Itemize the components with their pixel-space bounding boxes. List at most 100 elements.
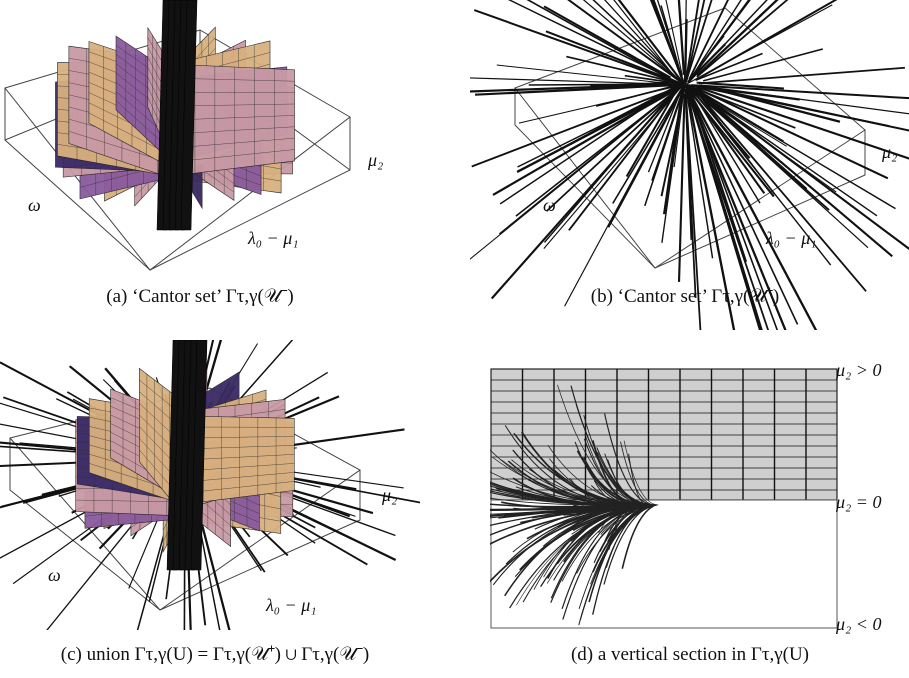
central-blade-a-4	[180, 0, 198, 231]
segment-b-90	[566, 55, 681, 85]
panel-c-figure	[0, 340, 420, 630]
segment-b-92	[686, 86, 766, 194]
caption-d: (d) a vertical section in Γτ,γ(U)	[570, 644, 810, 665]
segment-b-68	[624, 74, 684, 85]
arc-segment-d-129	[504, 425, 630, 506]
segment-b-89	[698, 66, 905, 85]
segment-b-110	[690, 95, 748, 263]
segment-b-103	[688, 85, 803, 181]
segment-b-95	[650, 0, 685, 84]
segment-b-78	[683, 19, 688, 85]
segment-b-109	[660, 84, 686, 197]
segment-b-97	[700, 85, 909, 115]
segment-b-91	[543, 93, 673, 243]
segment-b-116	[499, 89, 671, 205]
segment-b-96	[603, 0, 676, 78]
arc-segment-d-81	[623, 440, 659, 506]
panel-c: μ₂ ω λ₀ − μ₁	[0, 340, 420, 630]
segment-b-117	[517, 85, 682, 168]
segment-b-101	[644, 85, 686, 207]
lambda-label-b: λ₀ − μ₁	[766, 228, 817, 248]
segment-b-24	[473, 9, 679, 85]
segment-b-66	[686, 93, 736, 330]
segment-b-81	[677, 93, 686, 282]
arc-segment-d-123	[557, 384, 653, 506]
segment-b-104	[475, 83, 682, 96]
segment-b-98	[665, 0, 683, 76]
arc-segment-d-118	[592, 504, 656, 573]
segment-b-14	[543, 5, 672, 79]
omega-label-b: ω	[543, 195, 556, 215]
segment-b-22	[685, 86, 799, 325]
segment-b-85	[518, 84, 682, 124]
arc-segment-d-116	[596, 447, 656, 506]
panel-b-figure	[470, 0, 909, 330]
segment-b-80	[696, 81, 784, 90]
segment-b-19	[696, 0, 779, 77]
segment-b-60	[684, 0, 700, 83]
mu2-label-a: μ₂	[368, 150, 384, 170]
segment-b-82	[543, 87, 682, 249]
segment-b-15	[607, 85, 685, 228]
segment-b-18	[545, 87, 681, 212]
segment-b-2	[567, 0, 686, 86]
segment-b-86	[695, 89, 808, 190]
mu2-positive-label: μ₂ > 0	[836, 360, 882, 380]
segment-b-55	[661, 92, 684, 243]
segment-b-4	[702, 48, 824, 82]
fan-surfaces-c	[75, 340, 295, 571]
segment-b-106	[592, 0, 684, 85]
segment-b-52	[689, 0, 751, 81]
segment-b-16	[685, 88, 714, 259]
caption-c: (c) union Γτ,γ(U) = Γτ,γ(𝒰⁺) ∪ Γτ,γ(𝒰⁻)	[60, 644, 370, 665]
lambda-label-c: λ₀ − μ₁	[266, 595, 317, 615]
segment-b-7	[582, 0, 680, 82]
arc-segment-d-24	[604, 413, 656, 506]
panel-a-figure	[4, 0, 351, 271]
arc-segment-d-122	[522, 504, 645, 603]
panel-d-figure	[490, 368, 838, 629]
segment-b-99	[684, 4, 833, 86]
arc-segment-d-124	[490, 449, 627, 506]
lambda-label-a: λ₀ − μ₁	[248, 228, 299, 248]
central-blade-c-4	[190, 340, 208, 571]
segment-b-87	[526, 0, 674, 82]
segment-b-62	[690, 86, 896, 210]
segment-b-113	[691, 35, 725, 77]
panel-b: μ₂ ω λ₀ − μ₁	[470, 0, 909, 330]
arc-segment-d-125	[528, 468, 652, 506]
segment-b-27	[688, 0, 768, 83]
segment-b-45	[677, 0, 686, 75]
arc-segment-d-126	[542, 504, 635, 547]
segment-b-56	[685, 0, 706, 81]
segment-b-40	[612, 87, 683, 204]
segment-b-74	[691, 84, 909, 100]
segment-b-30	[695, 86, 889, 180]
segment-b-76	[470, 86, 682, 260]
omega-label-c: ω	[48, 565, 61, 585]
segment-b-32	[625, 91, 677, 178]
segment-b-115	[685, 94, 702, 330]
segment-b-12	[696, 0, 789, 78]
line-segments-d	[490, 384, 659, 626]
segment-b-111	[688, 0, 729, 80]
arc-segment-d-45	[570, 385, 652, 506]
arc-segment-d-120	[490, 504, 630, 527]
mu2-zero-label: μ₂ = 0	[836, 492, 882, 512]
panel-a: μ₂ ω λ₀ − μ₁	[0, 0, 400, 330]
arc-segment-d-127	[505, 504, 628, 565]
segment-b-65	[590, 82, 669, 87]
fan-surfaces-a	[55, 0, 295, 231]
arc-segment-d-121	[550, 506, 638, 599]
segment-b-69	[695, 52, 763, 81]
segment-b-118	[660, 5, 682, 76]
segment-b-102	[696, 85, 909, 160]
panel-d: μ₂ > 0 μ₂ = 0 μ₂ < 0	[490, 360, 909, 635]
segment-b-107	[471, 84, 684, 168]
omega-label-a: ω	[28, 195, 41, 215]
segment-b-83	[569, 84, 686, 151]
segment-b-47	[470, 83, 673, 93]
segment-b-119	[686, 84, 787, 147]
segment-b-54	[613, 0, 675, 76]
segment-b-21	[696, 89, 909, 250]
